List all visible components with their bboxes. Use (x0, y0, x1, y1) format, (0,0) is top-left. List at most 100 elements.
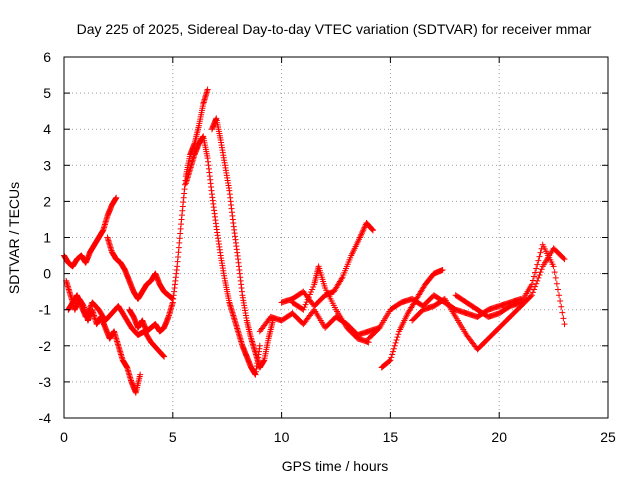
x-tick-label: 5 (169, 429, 177, 445)
data-point-interp (558, 303, 565, 310)
data-point (550, 263, 557, 270)
data-point-interp (529, 289, 536, 296)
data-point-interp (393, 337, 400, 344)
data-point-interp (304, 296, 311, 303)
data-point (528, 281, 535, 288)
data-point-interp (531, 286, 538, 293)
data-point (356, 234, 363, 241)
data-point-interp (86, 305, 93, 312)
data-point-interp (160, 352, 167, 359)
data-point-interp (359, 228, 366, 235)
data-point-interp (87, 303, 94, 310)
data-point-interp (360, 227, 367, 234)
data-point-interp (338, 275, 345, 282)
data-point-interp (361, 224, 368, 231)
data-point-interp (86, 306, 93, 313)
y-tick-label: 6 (43, 49, 51, 65)
y-tick-label: -4 (39, 410, 52, 426)
x-tick-label: 20 (491, 429, 507, 445)
data-point-interp (369, 226, 376, 233)
data-point-interp (306, 291, 313, 298)
data-point-interp (559, 309, 566, 316)
data-point-interp (533, 280, 540, 287)
data-point (561, 321, 568, 328)
data-point-interp (531, 273, 538, 280)
data-point (82, 313, 89, 320)
y-tick-label: 5 (43, 85, 51, 101)
data-point (256, 342, 263, 349)
x-tick-label: 0 (60, 429, 68, 445)
data-point-interp (560, 315, 567, 322)
data-point-interp (83, 312, 90, 319)
data-point-interp (386, 357, 393, 364)
y-tick-label: 2 (43, 193, 51, 209)
x-tick-label: 25 (600, 429, 616, 445)
data-point-interp (537, 269, 544, 276)
data-point-interp (537, 249, 544, 256)
x-tick-label: 15 (383, 429, 399, 445)
data-point-interp (533, 265, 540, 272)
data-point-interp (159, 352, 166, 359)
data-point (300, 306, 307, 313)
y-tick-label: -2 (39, 338, 52, 354)
data-point-interp (560, 255, 567, 262)
data-point (561, 256, 568, 263)
data-point-interp (390, 348, 397, 355)
data-point-interp (84, 311, 91, 318)
data-point-interp (368, 225, 375, 232)
y-tick-label: 1 (43, 230, 51, 246)
data-point-interp (538, 266, 545, 273)
data-point (528, 292, 535, 299)
data-points (61, 86, 568, 396)
data-point (387, 357, 394, 364)
data-point-interp (84, 309, 91, 316)
data-point-interp (301, 304, 308, 311)
data-point-interp (302, 301, 309, 308)
data-point-interp (535, 257, 542, 264)
y-axis-label: SDTVAR / TECUs (6, 182, 22, 294)
data-point-interp (394, 334, 401, 341)
y-tick-label: 0 (43, 266, 51, 282)
data-point-interp (551, 269, 558, 276)
data-point-interp (536, 272, 543, 279)
y-tick-label: 4 (43, 121, 51, 137)
data-point-interp (360, 225, 367, 232)
data-point-interp (527, 293, 534, 300)
axis-ticks: 0 5 10 15 20 25 -4 -3 -2 -1 0 1 2 3 4 5 6 (39, 49, 616, 445)
data-point (439, 266, 446, 273)
y-tick-label: -1 (39, 302, 52, 318)
data-point-interp (553, 280, 560, 287)
data-point-interp (309, 286, 316, 293)
data-point-interp (358, 231, 365, 238)
data-point (369, 227, 376, 234)
x-axis-label: GPS time / hours (282, 458, 389, 474)
data-point-interp (532, 269, 539, 276)
y-tick-label: -3 (39, 374, 52, 390)
data-point-interp (395, 331, 402, 338)
data-point (113, 194, 120, 201)
data-point-interp (303, 299, 310, 306)
data-point-interp (391, 342, 398, 349)
data-point-interp (529, 277, 536, 284)
data-point-interp (357, 233, 364, 240)
data-point-interp (534, 261, 541, 268)
data-point-interp (535, 274, 542, 281)
data-point-interp (390, 345, 397, 352)
data-point-interp (392, 339, 399, 346)
data-point-interp (554, 286, 561, 293)
data-point-interp (389, 351, 396, 358)
x-tick-label: 10 (274, 429, 290, 445)
data-point-interp (358, 230, 365, 237)
data-point-interp (388, 354, 395, 361)
data-point-interp (552, 274, 559, 281)
data-point-interp (556, 292, 563, 299)
data-point-interp (536, 253, 543, 260)
data-point-interp (557, 298, 564, 305)
data-point-interp (307, 289, 314, 296)
data-point-interp (310, 283, 317, 290)
chart-title: Day 225 of 2025, Sidereal Day-to-day VTE… (77, 21, 592, 37)
data-point (137, 371, 144, 378)
data-point (161, 353, 168, 360)
data-point-interp (85, 308, 92, 315)
